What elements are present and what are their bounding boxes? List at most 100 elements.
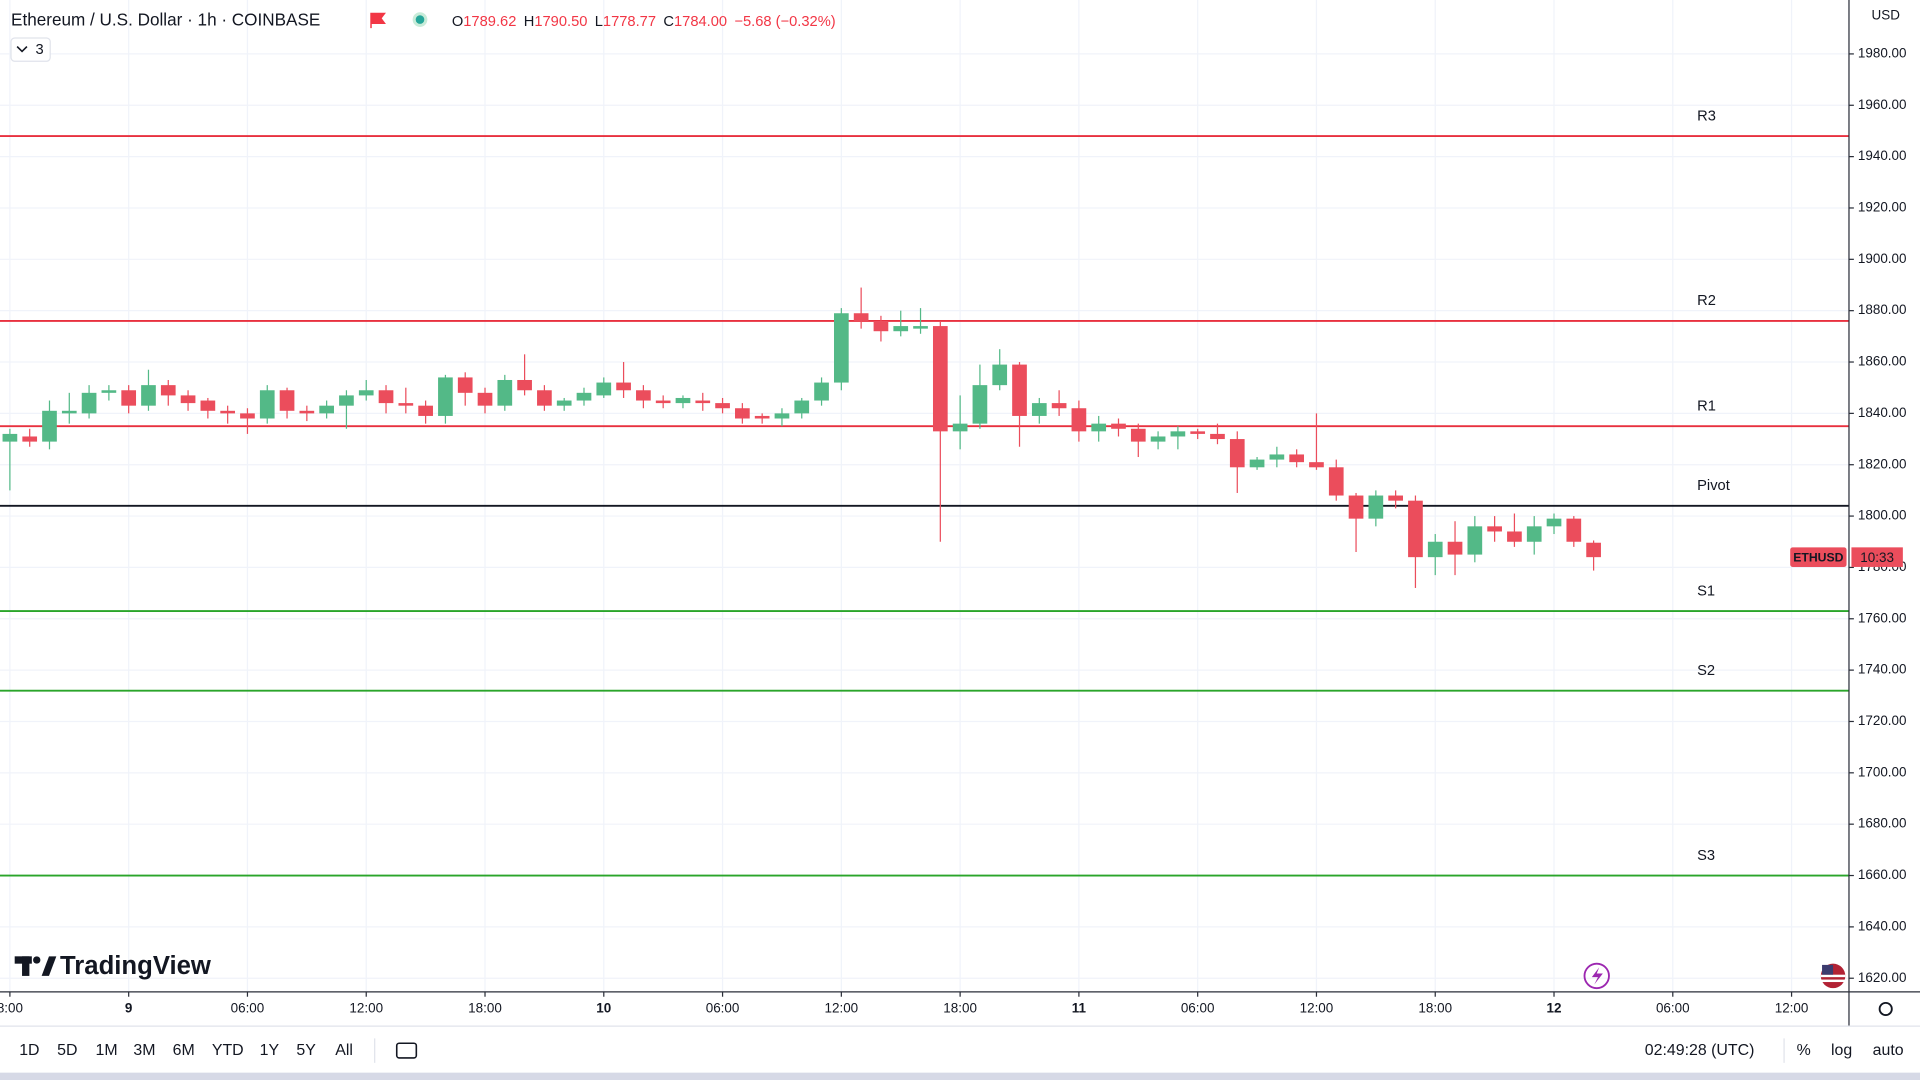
candle-body (418, 405, 433, 416)
x-tick-label: 10 (596, 1001, 611, 1016)
candle-body (517, 379, 532, 391)
candle-body (754, 415, 770, 419)
range-button[interactable]: 5Y (296, 1042, 316, 1059)
chevron-icon (16, 45, 28, 53)
indicator-count: 3 (36, 42, 44, 58)
candle-body (873, 320, 889, 332)
y-tick-label: 1820.00 (1858, 456, 1907, 471)
candle-body (1190, 431, 1206, 434)
ohlc-value: 1778.77 (603, 14, 656, 30)
ohlc-key: O (452, 14, 463, 30)
candle-body (853, 313, 869, 321)
candle-body (200, 400, 216, 411)
candle-body (1546, 518, 1562, 527)
x-tick-label: 12:00 (1775, 1001, 1809, 1016)
range-button[interactable]: 5D (57, 1042, 77, 1059)
candle-body (695, 400, 711, 404)
candle-body (299, 410, 315, 414)
candle-body (1526, 526, 1542, 542)
candle-body (1328, 467, 1344, 496)
range-button[interactable]: 6M (173, 1042, 195, 1059)
y-tick-label: 1680.00 (1858, 816, 1907, 831)
range-button[interactable]: 3M (133, 1042, 155, 1059)
x-tick-label: 18:00 (468, 1001, 502, 1016)
logo-part (41, 956, 57, 976)
candle-body (1388, 495, 1403, 501)
candle-body (893, 326, 909, 332)
range-button[interactable]: All (335, 1042, 353, 1059)
candle-body (636, 390, 651, 401)
y-tick-label: 1860.00 (1858, 354, 1907, 369)
candle-body (1031, 403, 1047, 416)
candle-body (259, 390, 275, 419)
flag-icon (370, 12, 386, 29)
y-tick-label: 1960.00 (1858, 97, 1907, 112)
y-tick-label: 1900.00 (1858, 251, 1907, 266)
indicator-toggle[interactable] (10, 37, 51, 62)
scale-option[interactable]: % (1797, 1042, 1811, 1059)
status-dot (415, 15, 425, 24)
candle-body (121, 390, 137, 406)
candle-body (240, 413, 255, 419)
candle-body (1091, 423, 1107, 432)
ohlc-key: L (595, 14, 603, 30)
candle-body (1269, 454, 1285, 460)
scale-option[interactable]: log (1831, 1042, 1852, 1059)
candle-body (22, 436, 38, 442)
candle-body (1012, 364, 1027, 416)
range-button[interactable]: 1M (95, 1042, 117, 1059)
candle-body (1566, 518, 1582, 542)
plot-area: R3 R2 R1 Pivot S1 S2 S3 (0, 0, 1849, 992)
y-tick-label: 1660.00 (1858, 867, 1907, 882)
date-range-icon[interactable] (395, 1042, 418, 1059)
candle-body (457, 377, 473, 393)
candle-body (1487, 526, 1502, 532)
candle-body (438, 377, 453, 416)
scale-option[interactable]: auto (1873, 1042, 1904, 1059)
y-tick-label: 1620.00 (1858, 970, 1907, 985)
y-tick-label: 1760.00 (1858, 610, 1907, 625)
candle-body (794, 400, 810, 414)
x-tick-label: 8:00 (0, 1001, 23, 1016)
candle-body (1130, 428, 1146, 442)
candle-body (180, 395, 196, 404)
candle-body (537, 390, 552, 406)
candle-body (378, 390, 394, 404)
candle-body (616, 382, 631, 391)
candle-body (42, 410, 57, 442)
lightning-icon[interactable] (1583, 962, 1610, 990)
y-tick-label: 1880.00 (1858, 302, 1907, 317)
range-button[interactable]: 1D (19, 1042, 39, 1059)
flag-canton (1822, 964, 1834, 975)
pivot-label: R2 (1697, 293, 1716, 309)
range-button[interactable]: YTD (212, 1042, 244, 1059)
settings-icon[interactable] (1878, 1001, 1893, 1017)
candle-body (913, 326, 928, 329)
candle-body (655, 400, 671, 404)
candle-body (1170, 431, 1186, 437)
candle-body (101, 390, 117, 393)
pivot-label: S3 (1697, 848, 1715, 864)
candle-body (61, 410, 77, 414)
range-button[interactable]: 1Y (260, 1042, 280, 1059)
candle-body (141, 385, 156, 406)
candle-body (1150, 436, 1166, 442)
candle-body (675, 397, 691, 404)
candle-body (1071, 408, 1087, 432)
candle-body (339, 395, 354, 406)
countdown-label: 10:33 (1860, 550, 1894, 565)
x-tick-label: 11 (1072, 1001, 1087, 1016)
currency-label: USD (1872, 7, 1901, 22)
ohlc-key: C (663, 14, 674, 30)
candle-body (1111, 423, 1126, 429)
flag-stripe (1820, 979, 1846, 983)
change-value: −5.68 (−0.32%) (734, 14, 835, 30)
candle-body (319, 405, 334, 414)
x-tick-label: 06:00 (706, 1001, 740, 1016)
candle-body (477, 392, 493, 406)
ohlc-value: 1789.62 (463, 14, 516, 30)
candle-body (81, 392, 97, 414)
logo-part (33, 956, 41, 964)
y-tick-label: 1840.00 (1858, 405, 1907, 420)
